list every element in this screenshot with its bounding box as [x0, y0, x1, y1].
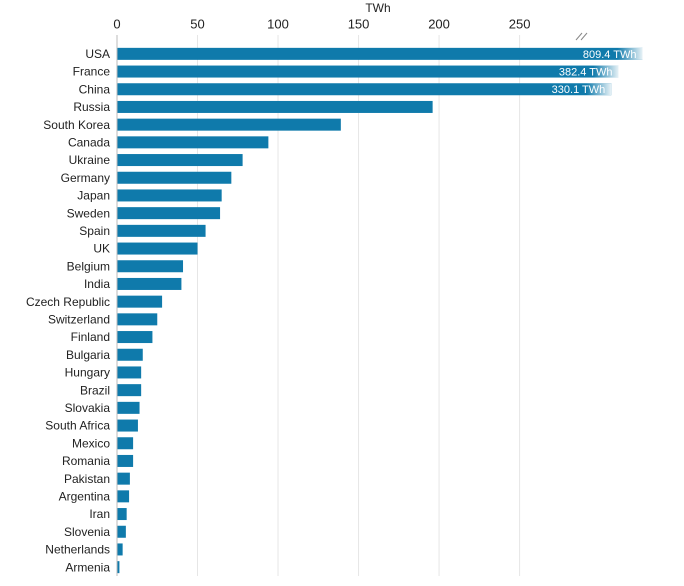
bar	[117, 83, 612, 96]
bar	[117, 401, 140, 414]
bar	[117, 100, 433, 113]
bar	[117, 65, 619, 78]
bar	[117, 490, 130, 503]
bar	[117, 189, 222, 202]
y-tick-label: Pakistan	[64, 472, 110, 486]
bar	[117, 136, 269, 149]
value-label: 330.1 TWh	[552, 84, 606, 96]
y-tick-label: South Africa	[45, 419, 110, 433]
bar-fade	[593, 65, 619, 78]
value-label: 382.4 TWh	[559, 66, 613, 78]
y-tick-label: Argentina	[59, 490, 111, 504]
bar	[117, 47, 643, 60]
bar	[117, 118, 341, 131]
bar-fade	[617, 47, 643, 60]
y-tick-label: Hungary	[65, 366, 110, 380]
x-tick-label: 200	[428, 16, 450, 31]
bar	[117, 454, 134, 467]
axis-break	[575, 32, 583, 41]
y-tick-label: Netherlands	[45, 543, 110, 557]
y-tick-label: USA	[85, 47, 110, 61]
y-tick-label: Mexico	[72, 436, 110, 450]
y-tick-label: Switzerland	[48, 313, 110, 327]
bar	[117, 437, 134, 450]
bar	[117, 331, 153, 344]
x-tick-label: 100	[267, 16, 289, 31]
y-tick-label: Armenia	[65, 560, 110, 574]
bar	[117, 366, 142, 379]
y-tick-label: Japan	[77, 189, 110, 203]
y-tick-label: Bulgaria	[66, 348, 110, 362]
bar	[117, 419, 138, 432]
bar	[117, 543, 123, 556]
y-tick-label: South Korea	[43, 118, 110, 132]
bar	[117, 295, 163, 308]
y-tick-label: Iran	[89, 507, 110, 521]
y-tick-label: UK	[93, 242, 110, 256]
bar	[117, 277, 182, 290]
bar	[117, 561, 120, 574]
axis-break	[580, 32, 588, 41]
x-tick-label: 0	[113, 16, 120, 31]
x-tick-label: 50	[190, 16, 204, 31]
y-tick-label: Slovakia	[65, 401, 111, 415]
y-tick-label: China	[79, 82, 111, 96]
bar	[117, 260, 184, 273]
x-tick-label: 150	[348, 16, 370, 31]
axis-title: TWh	[365, 1, 390, 15]
bar	[117, 207, 221, 220]
bar-fade	[586, 83, 612, 96]
y-tick-label: Germany	[61, 171, 110, 185]
y-tick-label: France	[73, 65, 111, 79]
y-tick-label: Russia	[73, 100, 110, 114]
y-tick-label: India	[84, 277, 110, 291]
y-tick-label: Slovenia	[64, 525, 110, 539]
y-tick-label: Sweden	[67, 206, 110, 220]
x-tick-label: 250	[509, 16, 531, 31]
y-tick-label: Czech Republic	[26, 295, 110, 309]
bar	[117, 154, 243, 167]
y-tick-label: Finland	[71, 330, 110, 344]
bar	[117, 313, 158, 326]
bar	[117, 224, 206, 237]
y-tick-label: Brazil	[80, 383, 110, 397]
y-tick-label: Ukraine	[69, 153, 111, 167]
bar	[117, 171, 232, 184]
y-tick-label: Belgium	[67, 259, 110, 273]
bar	[117, 384, 142, 397]
bar	[117, 525, 126, 538]
y-tick-label: Canada	[68, 136, 110, 150]
y-tick-label: Romania	[62, 454, 110, 468]
bar	[117, 242, 198, 255]
y-tick-label: Spain	[79, 224, 110, 238]
value-label: 809.4 TWh	[583, 49, 637, 61]
bar	[117, 508, 127, 521]
bar	[117, 348, 143, 361]
bar	[117, 472, 130, 485]
